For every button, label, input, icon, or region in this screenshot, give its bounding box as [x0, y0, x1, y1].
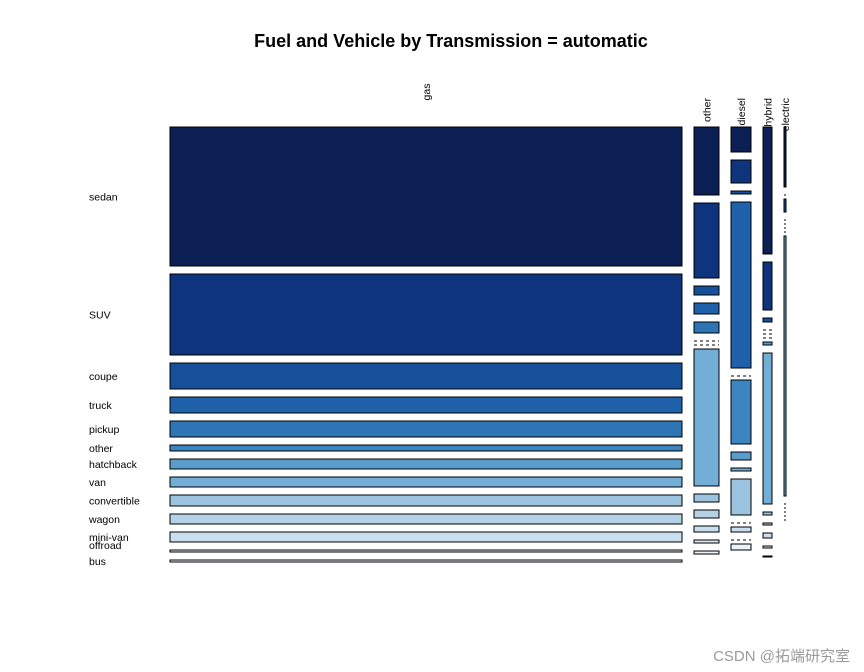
tile-diesel-mini-van	[730, 526, 752, 533]
tile-other-SUV	[693, 202, 720, 279]
tile-gas-offroad	[169, 549, 683, 553]
tile-other-wagon	[693, 509, 720, 519]
tile-gas-other	[169, 444, 683, 452]
vehicle-axis-labels: sedan SUV coupe truck pickup other hatchback va…	[88, 192, 140, 569]
vehicle-label-convertible: convertible	[89, 496, 140, 508]
tile-diesel-bus	[730, 543, 752, 551]
mosaic-tiles	[169, 126, 787, 563]
tile-hybrid-offroad	[762, 545, 773, 549]
tile-hybrid-bus	[762, 555, 773, 558]
tile-electric-sedan	[783, 126, 787, 188]
tile-hybrid-coupe	[762, 317, 773, 323]
tile-other-offroad	[693, 539, 720, 544]
vehicle-label-pickup: pickup	[89, 424, 120, 436]
fuel-label-electric: electric	[780, 98, 792, 131]
chart-title: Fuel and Vehicle by Transmission = autom…	[254, 31, 648, 51]
watermark: CSDN @拓端研究室	[713, 648, 850, 665]
tile-other-coupe	[693, 285, 720, 296]
tile-diesel-coupe	[730, 190, 752, 195]
tile-hybrid-van	[762, 352, 773, 505]
fuel-label-other: other	[702, 98, 714, 122]
tile-other-van	[693, 348, 720, 487]
tile-gas-hatchback	[169, 458, 683, 470]
tile-electric-van	[783, 235, 787, 497]
tile-other-pickup	[693, 321, 720, 334]
tile-other-sedan	[693, 126, 720, 196]
tile-gas-sedan	[169, 126, 683, 267]
tile-hybrid-wagon	[762, 522, 773, 526]
tile-hybrid-convertible	[762, 511, 773, 516]
fuel-label-gas: gas	[421, 84, 433, 101]
vehicle-label-sedan: sedan	[89, 192, 118, 204]
tile-electric-coupe	[783, 198, 787, 213]
tile-diesel-hatchback	[730, 451, 752, 461]
tile-hybrid-hatchback	[762, 341, 773, 346]
fuel-axis-labels: gas other diesel hybrid electric	[421, 84, 792, 132]
tile-other-convertible	[693, 493, 720, 503]
tile-gas-mini-van	[169, 531, 683, 543]
tile-hybrid-SUV	[762, 261, 773, 311]
tile-diesel-convertible	[730, 478, 752, 516]
tile-hybrid-mini-van	[762, 532, 773, 539]
tile-gas-convertible	[169, 494, 683, 507]
tile-diesel-sedan	[730, 126, 752, 153]
vehicle-label-mini-van: mini-van	[89, 532, 129, 544]
vehicle-label-truck: truck	[89, 400, 113, 412]
tile-gas-wagon	[169, 513, 683, 525]
fuel-label-hybrid: hybrid	[763, 98, 775, 127]
tile-gas-truck	[169, 396, 683, 414]
fuel-label-diesel: diesel	[736, 98, 748, 125]
tile-gas-pickup	[169, 420, 683, 438]
tile-hybrid-sedan	[762, 126, 773, 255]
tile-other-bus	[693, 550, 720, 555]
tile-other-truck	[693, 302, 720, 315]
vehicle-label-coupe: coupe	[89, 371, 118, 383]
vehicle-label-SUV: SUV	[89, 310, 111, 322]
vehicle-label-other: other	[89, 443, 113, 455]
vehicle-label-hatchback: hatchback	[89, 459, 138, 471]
vehicle-label-bus: bus	[89, 556, 106, 568]
tile-gas-coupe	[169, 362, 683, 390]
tile-diesel-other	[730, 379, 752, 445]
tile-gas-SUV	[169, 273, 683, 356]
tile-gas-van	[169, 476, 683, 488]
vehicle-label-offroad: offroad	[89, 540, 122, 552]
tile-diesel-SUV	[730, 159, 752, 184]
tile-other-mini-van	[693, 525, 720, 533]
tile-diesel-van	[730, 467, 752, 472]
tile-diesel-truck	[730, 201, 752, 369]
vehicle-label-van: van	[89, 477, 106, 489]
vehicle-label-wagon: wagon	[88, 514, 120, 526]
tile-gas-bus	[169, 559, 683, 563]
